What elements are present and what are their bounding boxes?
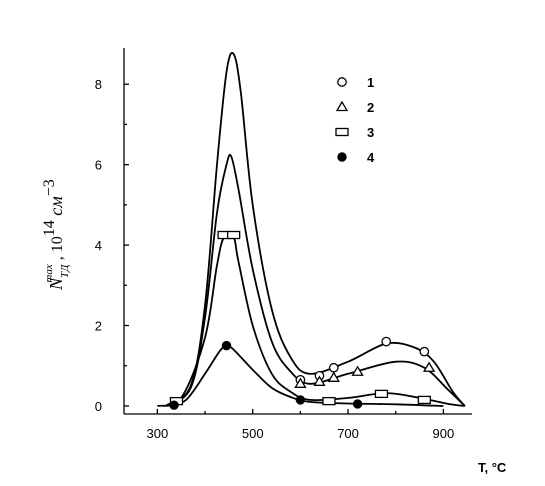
legend-marker-1 [337,77,347,87]
y-tick-label: 2 [95,319,102,334]
series-4-point [169,400,179,410]
curves [157,51,466,407]
y-axis-label: NТД max , 1014 см−3 [41,179,71,291]
series-4-point [221,340,232,351]
series-4-line [166,344,444,407]
y-label-rest: , 10 [49,236,66,264]
series-2-point [351,365,364,376]
y-label-sub: ТД [59,264,71,278]
series-2-point [313,375,326,386]
y-label-exp: 14 [41,220,58,236]
markers [169,230,436,410]
legend-label-3: 3 [367,125,374,140]
axes [123,48,472,415]
y-label-unit: см [46,196,66,220]
y-tick-label: 0 [95,399,102,414]
y-label-main: N [46,277,66,291]
series-1-point [381,336,392,347]
legend: 1 2 3 4 [335,75,375,165]
series-4-point [295,395,306,405]
x-tick-label: 300 [147,426,169,441]
y-tick-label: 8 [95,77,102,92]
series-1-line [166,51,466,407]
series-3-point [374,389,389,399]
series-3-line [157,232,465,407]
series-2-point [422,361,436,372]
y-label-unit-exp: −3 [41,179,58,196]
y-tick-label: 4 [95,238,102,253]
series-1-point [419,346,430,357]
y-label-sup: max [43,264,55,282]
series-2-point [294,377,307,388]
y-tick-label: 6 [95,158,102,173]
legend-marker-4 [337,152,347,162]
series-2-point [327,371,340,382]
x-axis-label: T, °C [478,460,507,475]
series-3-point [226,230,241,240]
x-tick-label: 500 [242,426,264,441]
legend-label-1: 1 [367,75,374,90]
legend-label-4: 4 [367,150,375,165]
x-tick-label: 900 [433,426,455,441]
series-1-point [328,362,339,373]
series-3-point [417,395,431,405]
legend-marker-3 [335,127,349,137]
legend-marker-2 [335,100,349,112]
x-tick-label: 700 [337,426,359,441]
series-2-line [166,153,466,407]
legend-label-2: 2 [367,100,374,115]
ticks: 300 500 700 900 0 2 4 6 8 [95,77,454,441]
series-4-point [352,399,363,409]
series-3-point [322,396,336,406]
